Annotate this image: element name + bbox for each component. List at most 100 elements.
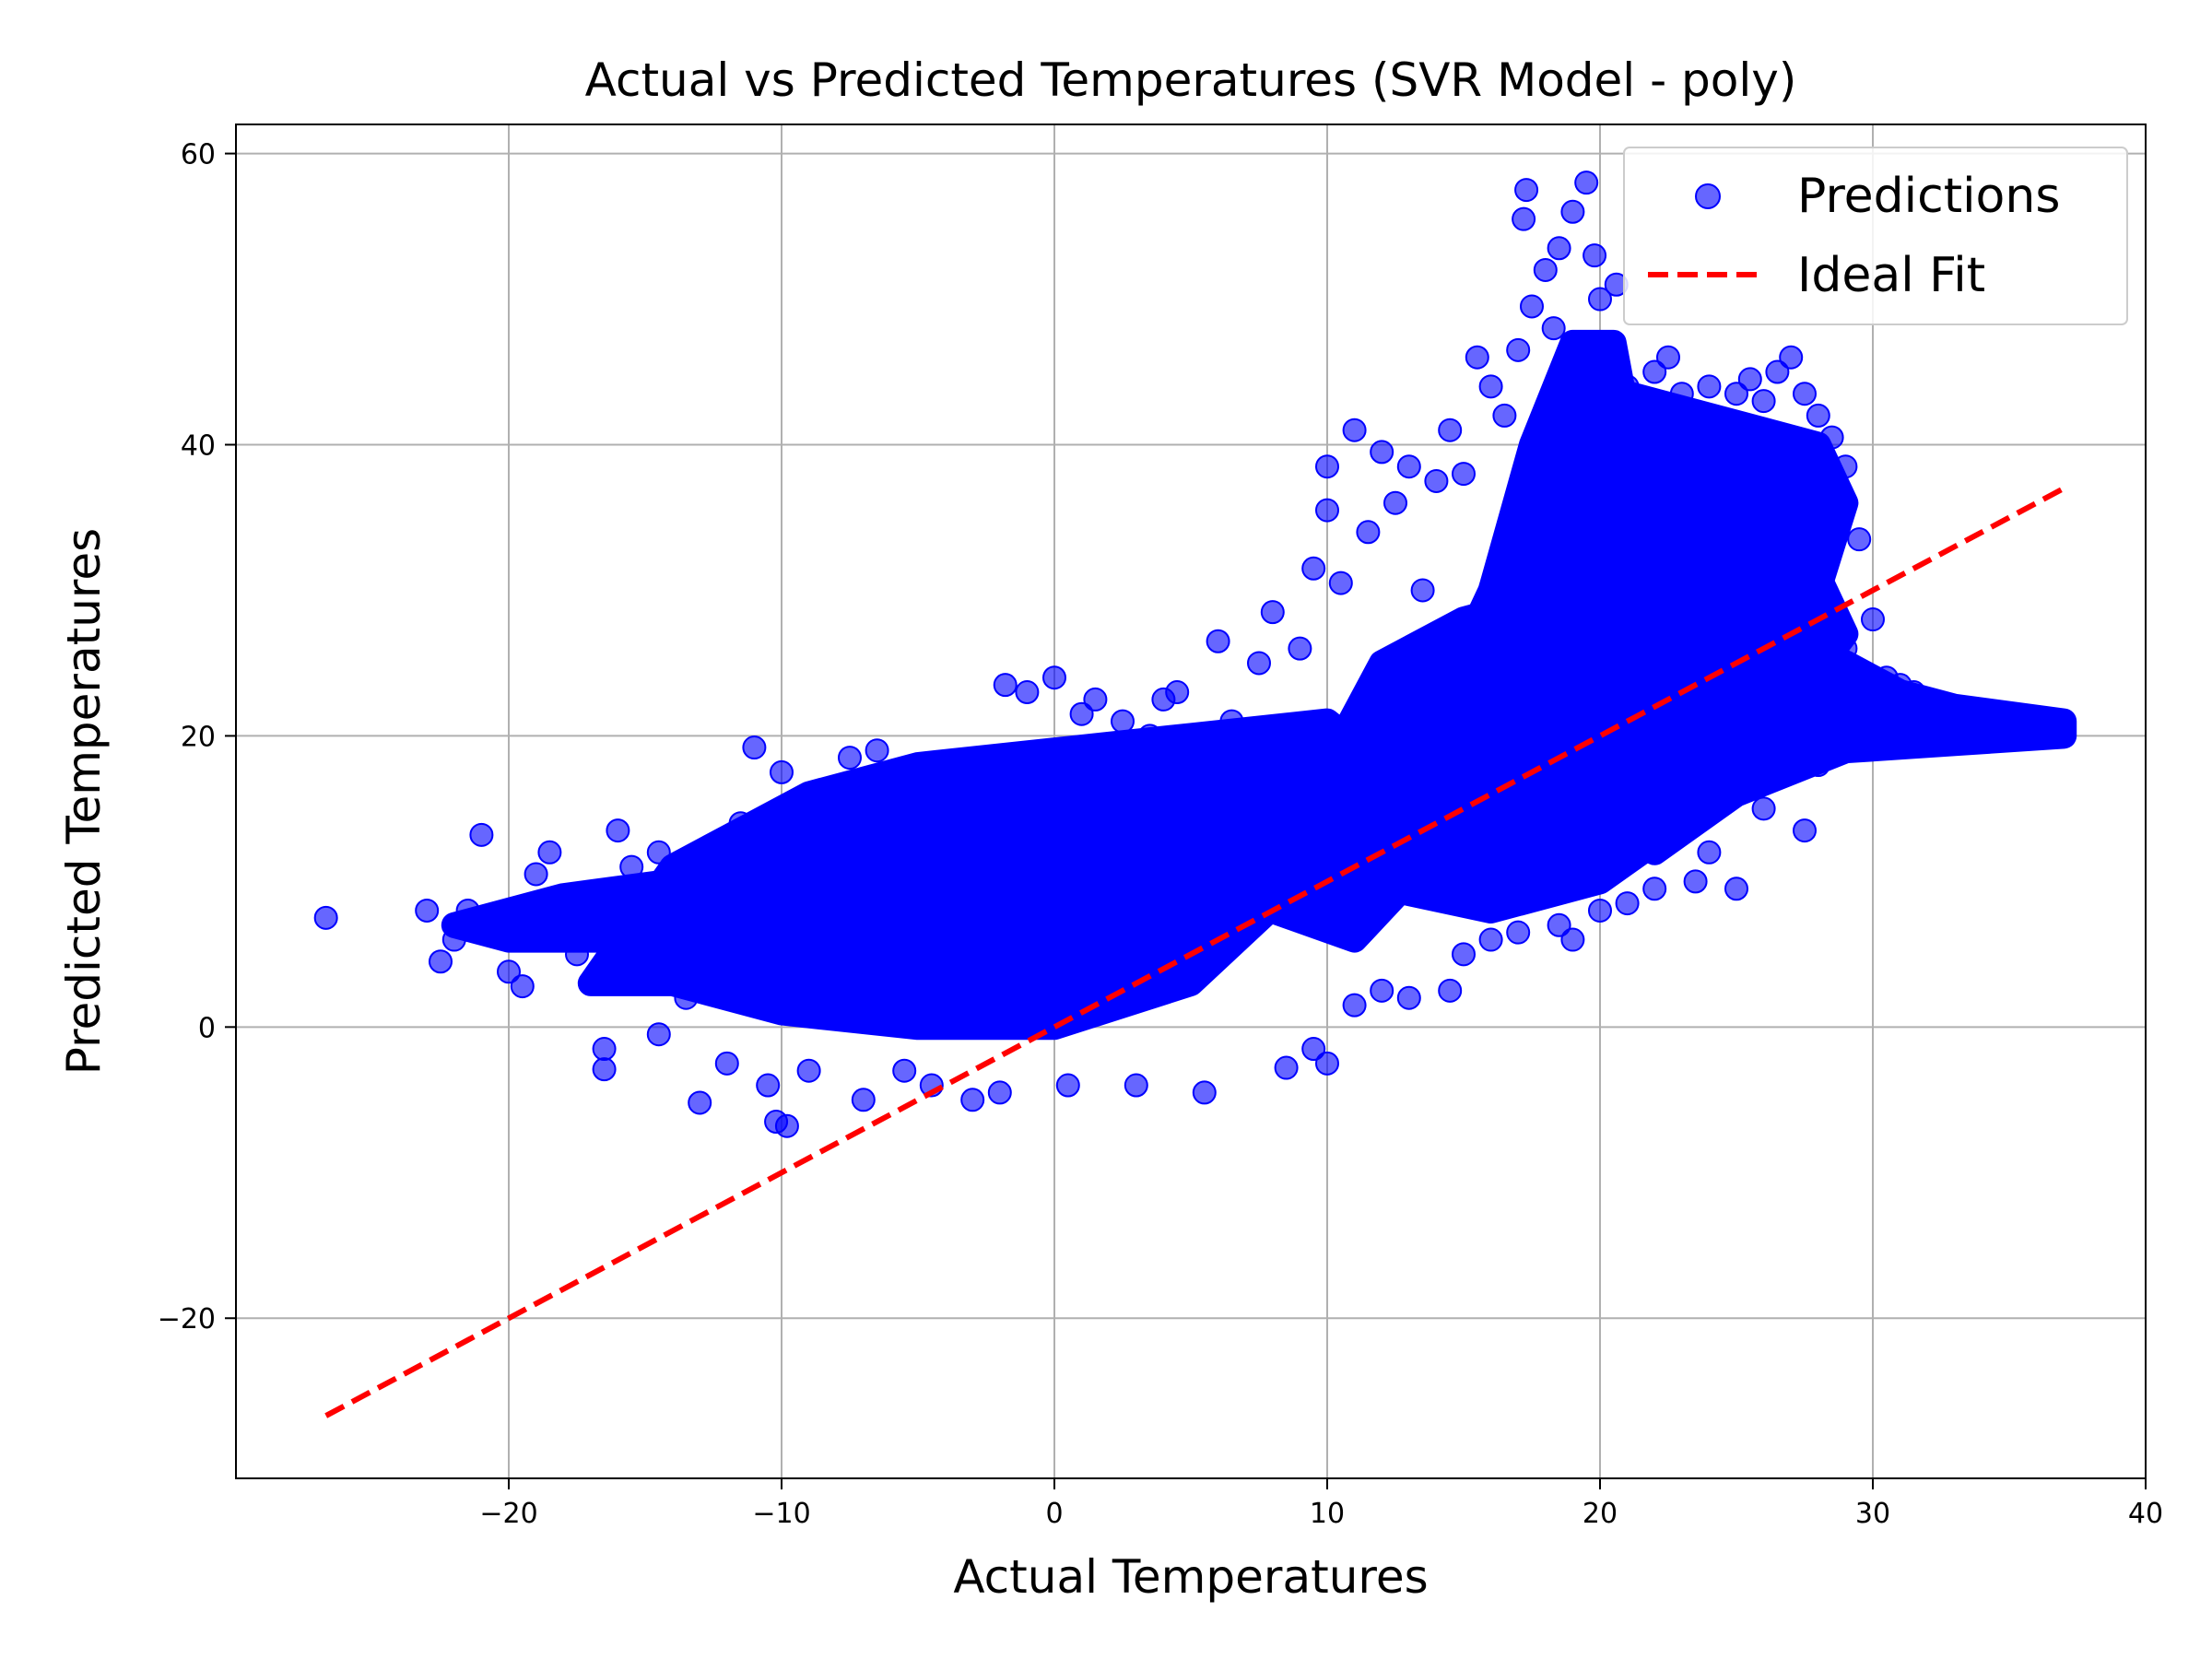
prediction-point <box>947 898 971 923</box>
x-tick-label: 20 <box>1583 1498 1618 1530</box>
plot-frame <box>235 124 2147 1479</box>
prediction-point <box>1288 636 1312 661</box>
prediction-point <box>660 920 685 945</box>
prediction-point <box>592 1057 617 1082</box>
prediction-point <box>1328 571 1353 595</box>
prediction-points <box>313 171 2077 1138</box>
prediction-point <box>592 1037 617 1062</box>
prediction-point <box>1929 694 1953 719</box>
prediction-point <box>2052 712 2077 736</box>
prediction-point <box>1711 418 1735 442</box>
prediction-point <box>1055 1073 1080 1098</box>
prediction-point <box>1765 359 1790 384</box>
prediction-point <box>1683 869 1708 894</box>
prediction-point <box>1370 978 1394 1003</box>
prediction-point <box>1583 243 1607 268</box>
prediction-point <box>1315 454 1339 479</box>
ideal-fit-line-group <box>324 486 2065 1418</box>
legend-predictions-marker <box>1695 183 1721 209</box>
prediction-point <box>770 759 794 784</box>
prediction-point <box>714 1051 739 1076</box>
prediction-point <box>1833 454 1858 479</box>
prediction-point <box>1512 206 1536 231</box>
prediction-point <box>1260 600 1285 625</box>
prediction-point <box>313 905 338 930</box>
prediction-point <box>878 985 903 1010</box>
prediction-point <box>1901 680 1926 705</box>
prediction-point <box>824 782 849 806</box>
prediction-point <box>674 985 699 1010</box>
prediction-point <box>1233 898 1258 923</box>
prediction-point <box>1833 636 1858 661</box>
prediction-point <box>1083 687 1108 712</box>
prediction-point <box>1465 345 1489 370</box>
prediction-point <box>1301 556 1326 581</box>
prediction-point <box>429 949 453 974</box>
prediction-point <box>865 738 889 763</box>
prediction-point <box>1724 877 1748 901</box>
prediction-point <box>455 898 480 923</box>
prediction-point <box>933 753 958 778</box>
prediction-point <box>1751 389 1776 414</box>
prediction-point <box>1697 374 1722 399</box>
prediction-point <box>1806 753 1830 778</box>
prediction-point <box>1861 607 1885 632</box>
prediction-point <box>1029 782 1053 806</box>
prediction-point <box>1793 818 1817 843</box>
legend-box <box>1623 147 2128 325</box>
prediction-point <box>483 920 508 945</box>
prediction-point <box>646 1022 671 1047</box>
prediction-point <box>1069 701 1094 726</box>
prediction-point <box>1179 753 1203 778</box>
x-tick-label: 10 <box>1310 1498 1345 1530</box>
axis-ticks: −20 −10 0 10 20 30 40 −20 0 20 40 60 <box>158 139 2163 1530</box>
prediction-point <box>906 796 930 821</box>
prediction-point <box>688 1090 712 1115</box>
prediction-point <box>1642 877 1667 901</box>
prediction-point <box>1219 709 1244 734</box>
prediction-point <box>1560 927 1585 952</box>
prediction-point <box>1097 811 1122 836</box>
prediction-point <box>1370 440 1394 465</box>
prediction-point <box>728 811 753 836</box>
prediction-point <box>633 884 657 909</box>
prediction-point <box>1274 1055 1299 1080</box>
prediction-point <box>1560 199 1585 224</box>
prediction-point <box>1315 1051 1339 1076</box>
prediction-point <box>619 854 644 879</box>
prediction-point <box>415 898 440 923</box>
prediction-point <box>1683 403 1708 428</box>
prediction-point <box>987 1080 1012 1105</box>
ideal-fit-line <box>324 486 2065 1418</box>
prediction-point <box>606 818 630 843</box>
prediction-point <box>1514 178 1539 203</box>
prediction-point <box>851 1088 876 1112</box>
prediction-point <box>1124 1073 1148 1098</box>
prediction-point <box>1042 665 1066 690</box>
prediction-point <box>1438 418 1463 442</box>
y-tick-label: 40 <box>181 430 216 463</box>
prediction-point <box>960 1088 985 1112</box>
prediction-point <box>1847 527 1872 552</box>
legend-ideal-fit-label: Ideal Fit <box>1797 248 1985 303</box>
prediction-point <box>892 1058 917 1083</box>
prediction-point <box>646 840 671 865</box>
prediction-point <box>1165 680 1190 705</box>
prediction-point <box>524 862 548 887</box>
x-tick-label: 30 <box>1855 1498 1890 1530</box>
prediction-point <box>1396 454 1421 479</box>
dense-point-cloud <box>959 766 1395 968</box>
prediction-point <box>1819 425 1844 450</box>
prediction-point <box>1793 382 1817 406</box>
prediction-point <box>838 746 862 771</box>
prediction-point <box>1478 927 1503 952</box>
prediction-point <box>1520 294 1544 319</box>
prediction-point <box>1956 701 1981 726</box>
prediction-point <box>1574 171 1599 195</box>
prediction-point <box>469 822 494 847</box>
prediction-point <box>1724 382 1748 406</box>
prediction-point <box>1478 374 1503 399</box>
prediction-point <box>756 1073 781 1098</box>
prediction-point <box>1506 920 1531 945</box>
